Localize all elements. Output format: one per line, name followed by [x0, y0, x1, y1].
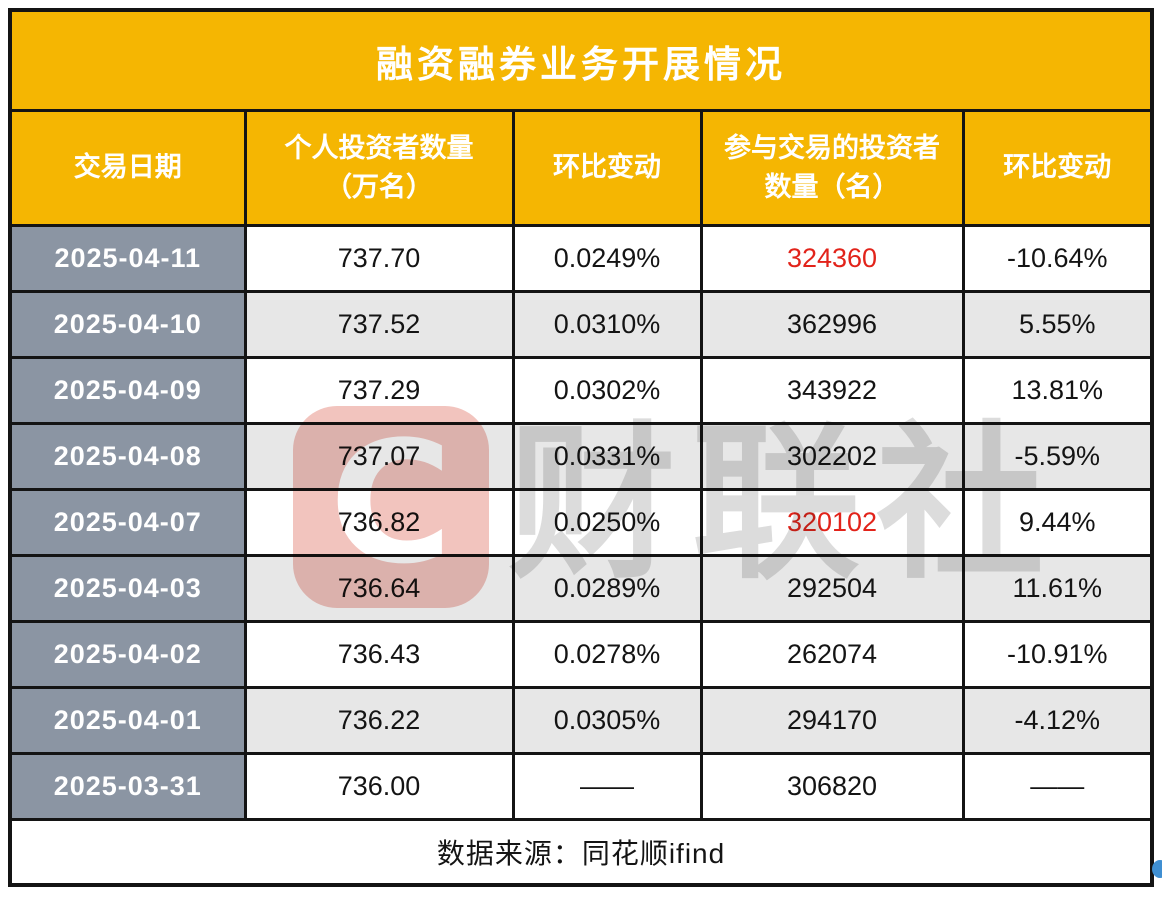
table-row: 2025-04-03 736.64 0.0289% 292504 11.61%	[8, 554, 1154, 623]
cell-mom-change-1: 0.0289%	[511, 554, 703, 623]
cell-individual-investors: 736.82	[243, 488, 515, 557]
cell-participating-investors: 294170	[699, 686, 965, 755]
cell-mom-change-2: -4.12%	[961, 686, 1154, 755]
cell-trade-date: 2025-04-03	[8, 554, 247, 623]
cell-mom-change-2: -5.59%	[961, 422, 1154, 491]
table-row: 2025-04-08 737.07 0.0331% 302202 -5.59%	[8, 422, 1154, 491]
cell-individual-investors: 736.22	[243, 686, 515, 755]
table-row: 2025-04-10 737.52 0.0310% 362996 5.55%	[8, 290, 1154, 359]
cell-participating-investors: 292504	[699, 554, 965, 623]
table-row: 2025-04-07 736.82 0.0250% 320102 9.44%	[8, 488, 1154, 557]
table-row: 2025-04-11 737.70 0.0249% 324360 -10.64%	[8, 224, 1154, 293]
table-row: 2025-04-02 736.43 0.0278% 262074 -10.91%	[8, 620, 1154, 689]
edge-blue-dot	[1152, 860, 1162, 878]
cell-mom-change-2: 9.44%	[961, 488, 1154, 557]
cell-mom-change-1: 0.0305%	[511, 686, 703, 755]
table-title: 融资融券业务开展情况	[8, 8, 1154, 112]
col-header-individual-investors: 个人投资者数量（万名）	[243, 109, 515, 227]
cell-mom-change-2: -10.91%	[961, 620, 1154, 689]
cell-trade-date: 2025-04-02	[8, 620, 247, 689]
column-header-row: 交易日期 个人投资者数量（万名） 环比变动 参与交易的投资者数量（名） 环比变动	[8, 109, 1154, 227]
cell-trade-date: 2025-04-08	[8, 422, 247, 491]
cell-individual-investors: 737.70	[243, 224, 515, 293]
cell-trade-date: 2025-04-09	[8, 356, 247, 425]
col-header-participating-investors: 参与交易的投资者数量（名）	[699, 109, 965, 227]
table-row: 2025-04-01 736.22 0.0305% 294170 -4.12%	[8, 686, 1154, 755]
col-header-mom-change-2: 环比变动	[961, 109, 1154, 227]
cell-mom-change-1: 0.0310%	[511, 290, 703, 359]
cell-trade-date: 2025-04-11	[8, 224, 247, 293]
title-row: 融资融券业务开展情况	[8, 8, 1154, 112]
cell-participating-investors: 343922	[699, 356, 965, 425]
col-header-trade-date: 交易日期	[8, 109, 247, 227]
cell-trade-date: 2025-03-31	[8, 752, 247, 821]
table-row: 2025-03-31 736.00 —— 306820 ——	[8, 752, 1154, 821]
footer-row: 数据来源：同花顺ifind	[8, 818, 1154, 887]
col-header-mom-change-1: 环比变动	[511, 109, 703, 227]
cell-mom-change-1: 0.0250%	[511, 488, 703, 557]
data-source-note: 数据来源：同花顺ifind	[8, 818, 1154, 887]
cell-participating-investors: 262074	[699, 620, 965, 689]
cell-mom-change-1: 0.0331%	[511, 422, 703, 491]
cell-individual-investors: 736.43	[243, 620, 515, 689]
cell-mom-change-1: 0.0278%	[511, 620, 703, 689]
cell-individual-investors: 737.29	[243, 356, 515, 425]
cell-mom-change-2: -10.64%	[961, 224, 1154, 293]
cell-trade-date: 2025-04-10	[8, 290, 247, 359]
cell-mom-change-1: 0.0249%	[511, 224, 703, 293]
margin-trading-table: 融资融券业务开展情况 交易日期 个人投资者数量（万名） 环比变动 参与交易的投资…	[8, 8, 1155, 887]
cell-participating-investors: 324360	[699, 224, 965, 293]
cell-individual-investors: 736.64	[243, 554, 515, 623]
cell-mom-change-2: 5.55%	[961, 290, 1154, 359]
cell-individual-investors: 737.07	[243, 422, 515, 491]
cell-mom-change-2: 11.61%	[961, 554, 1154, 623]
cell-participating-investors: 306820	[699, 752, 965, 821]
cell-trade-date: 2025-04-07	[8, 488, 247, 557]
cell-mom-change-2: ——	[961, 752, 1154, 821]
cell-mom-change-1: ——	[511, 752, 703, 821]
cell-participating-investors: 320102	[699, 488, 965, 557]
cell-mom-change-1: 0.0302%	[511, 356, 703, 425]
cell-participating-investors: 302202	[699, 422, 965, 491]
cell-trade-date: 2025-04-01	[8, 686, 247, 755]
cell-participating-investors: 362996	[699, 290, 965, 359]
cell-individual-investors: 737.52	[243, 290, 515, 359]
cell-mom-change-2: 13.81%	[961, 356, 1154, 425]
table-row: 2025-04-09 737.29 0.0302% 343922 13.81%	[8, 356, 1154, 425]
cell-individual-investors: 736.00	[243, 752, 515, 821]
